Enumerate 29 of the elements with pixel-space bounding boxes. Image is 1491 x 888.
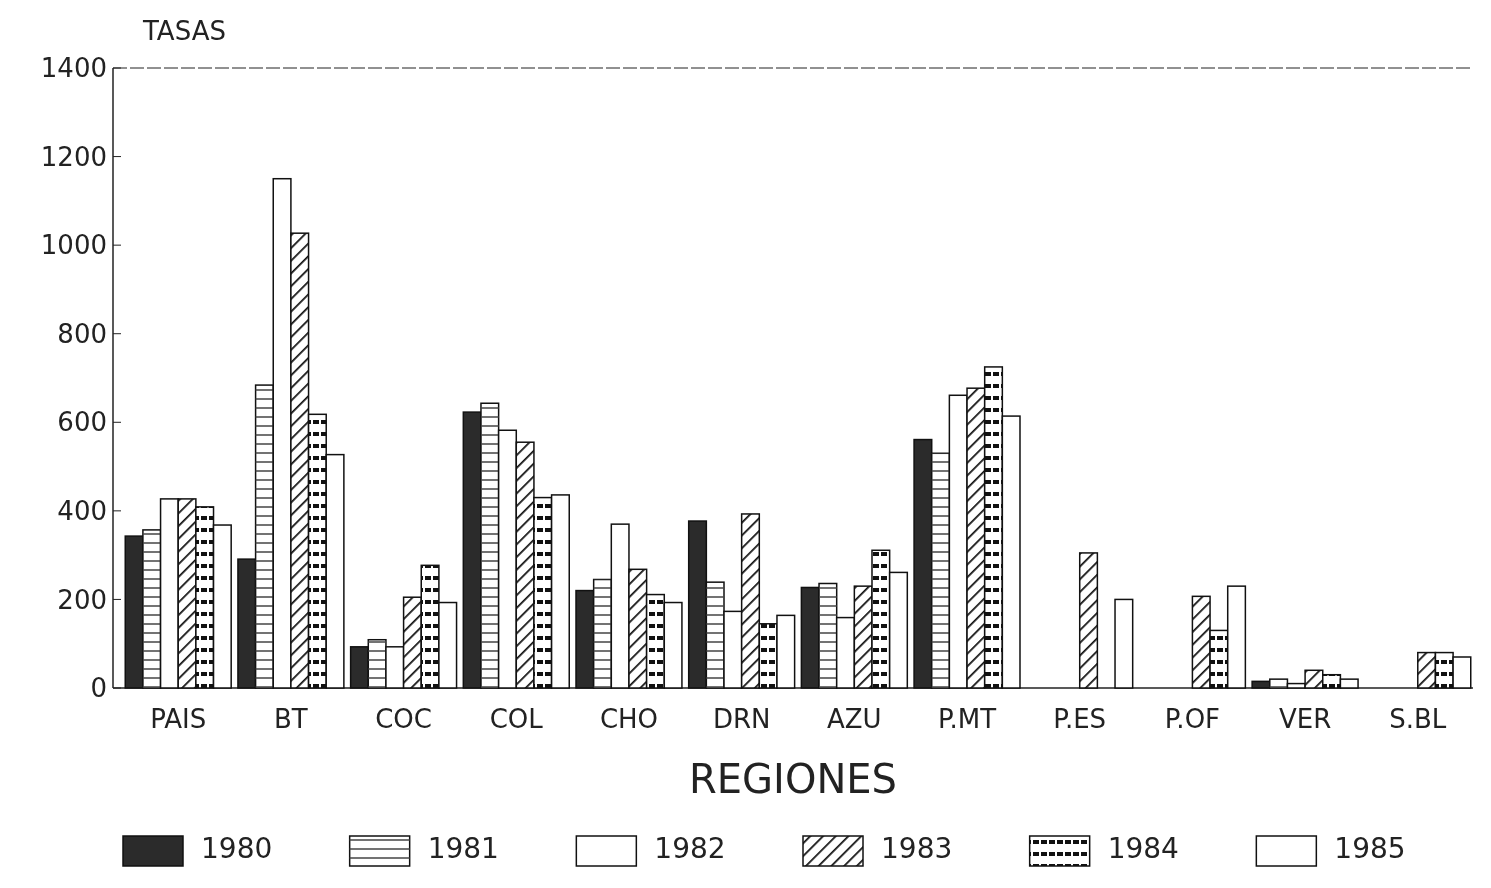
legend-label: 1984 bbox=[1107, 832, 1179, 865]
y-tick-label: 200 bbox=[57, 584, 107, 615]
y-tick-label: 1200 bbox=[40, 141, 107, 172]
legend-label: 1981 bbox=[427, 832, 499, 865]
x-tick-label: DRN bbox=[712, 704, 771, 734]
legend-label: 1985 bbox=[1334, 832, 1406, 865]
x-tick-label: PAIS bbox=[150, 704, 207, 734]
y-axis-title: TASAS bbox=[142, 16, 226, 46]
x-tick-label: P.ES bbox=[1053, 704, 1107, 734]
x-tick-label: P.OF bbox=[1164, 704, 1221, 734]
y-tick-label: 1400 bbox=[40, 53, 107, 84]
x-tick-label: CHO bbox=[599, 704, 659, 734]
legend-label: 1980 bbox=[201, 832, 273, 865]
y-tick-label: 0 bbox=[90, 673, 107, 704]
x-axis-title: REGIONES bbox=[689, 756, 897, 802]
legend-label: 1982 bbox=[654, 832, 726, 865]
x-tick-label: S.BL bbox=[1389, 704, 1447, 734]
x-tick-label: COC bbox=[375, 704, 432, 734]
x-tick-label: BT bbox=[274, 704, 308, 734]
x-tick-label: VER bbox=[1278, 704, 1332, 734]
x-tick-label: COL bbox=[489, 704, 544, 734]
legend-label: 1983 bbox=[881, 832, 953, 865]
y-tick-label: 400 bbox=[57, 495, 107, 526]
y-tick-label: 1000 bbox=[40, 230, 107, 261]
y-tick-label: 600 bbox=[57, 407, 107, 438]
x-tick-label: P.MT bbox=[937, 704, 997, 734]
x-tick-label: AZU bbox=[827, 704, 882, 734]
y-tick-label: 800 bbox=[57, 318, 107, 349]
bar bbox=[1114, 598, 1134, 689]
